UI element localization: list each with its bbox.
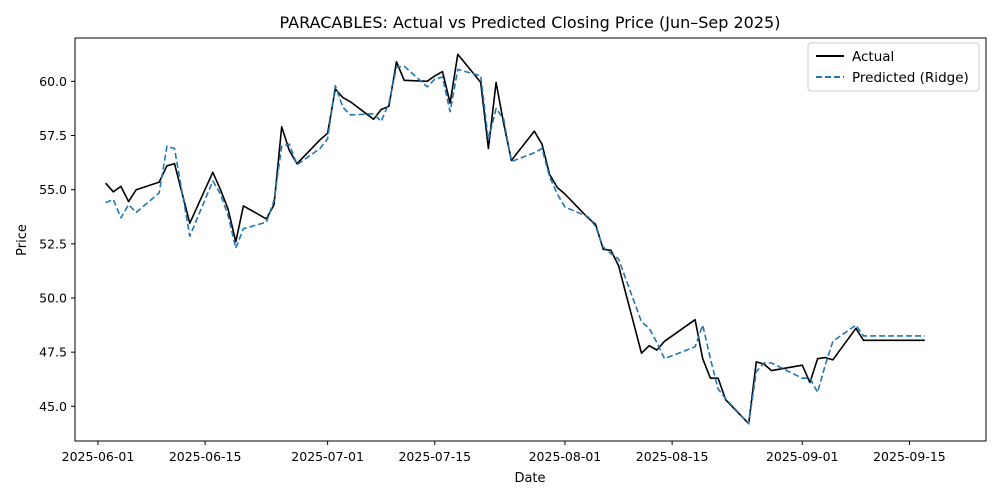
x-tick-label: 2025-09-01 xyxy=(766,449,839,464)
legend-box xyxy=(807,42,980,92)
x-tick-label: 2025-06-01 xyxy=(62,449,135,464)
legend-label-actual: Actual xyxy=(852,49,894,65)
plot-area-frame xyxy=(74,37,987,442)
y-tick-label: 47.5 xyxy=(39,345,67,360)
x-axis-label: Date xyxy=(514,471,545,486)
legend: Actual Predicted (Ridge) xyxy=(807,42,980,92)
y-tick-label: 55.0 xyxy=(39,182,67,197)
series-line-predicted xyxy=(105,65,925,425)
x-tick-label: 2025-09-15 xyxy=(873,449,946,464)
y-tick-label: 50.0 xyxy=(39,291,67,306)
y-tick-label: 52.5 xyxy=(39,236,67,251)
series-group xyxy=(105,53,925,425)
chart-title: PARACABLES: Actual vs Predicted Closing … xyxy=(280,13,781,32)
y-tick-label: 45.0 xyxy=(39,399,67,414)
y-tick-label: 60.0 xyxy=(39,74,67,89)
x-tick-label: 2025-07-15 xyxy=(398,449,471,464)
x-tick-label: 2025-08-01 xyxy=(529,449,602,464)
x-tick-label: 2025-06-15 xyxy=(169,449,242,464)
legend-label-predicted: Predicted (Ridge) xyxy=(852,70,969,86)
y-axis-label: Price xyxy=(15,224,30,256)
y-tick-label: 57.5 xyxy=(39,128,67,143)
x-tick-label: 2025-08-15 xyxy=(636,449,709,464)
x-tick-label: 2025-07-01 xyxy=(291,449,364,464)
y-axis: 45.0 47.5 50.0 52.5 55.0 57.5 60.0 xyxy=(39,74,75,414)
x-axis: 2025-06-01 2025-06-15 2025-07-01 2025-07-15… xyxy=(62,441,946,464)
